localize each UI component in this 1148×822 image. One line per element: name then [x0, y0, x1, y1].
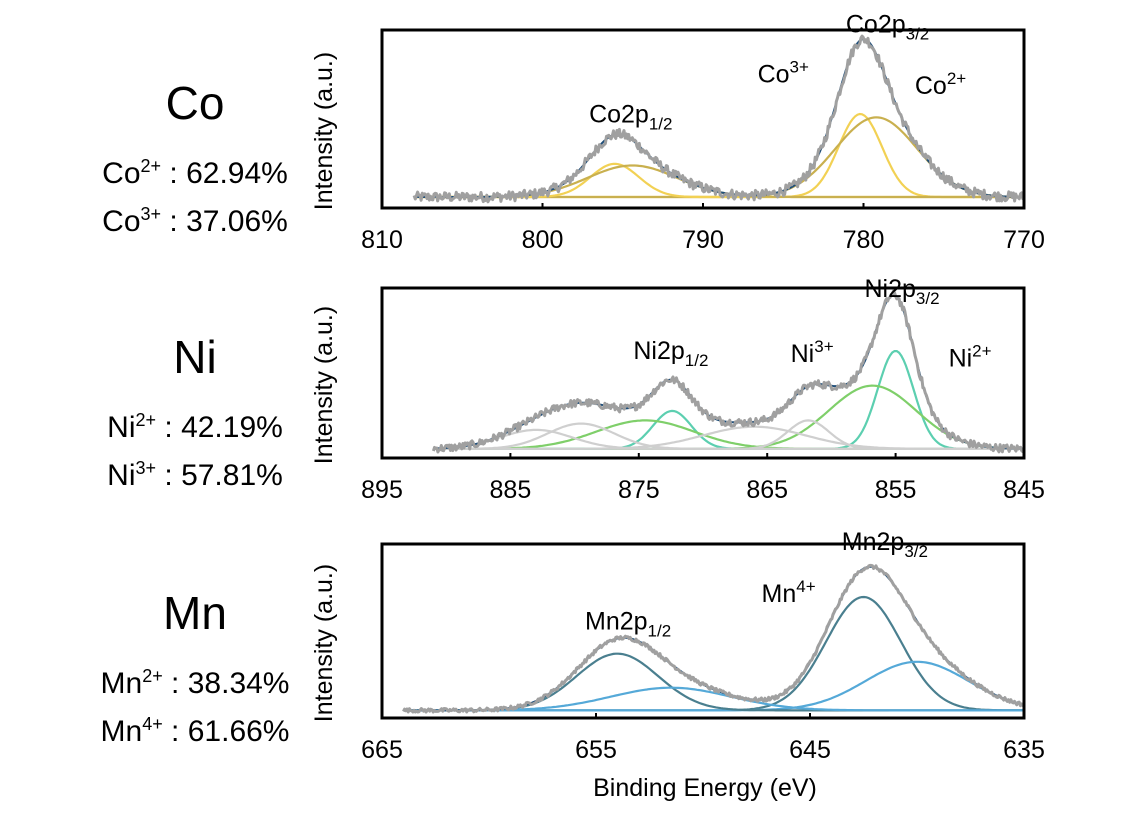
panel-co: 810 800 790 780 770 Intensity (a.u.) Co2p3/2 Co… [310, 11, 1045, 254]
y-axis-label: Intensity (a.u.) [310, 564, 338, 722]
ni3-percentage: Ni3+ : 57.81% [107, 458, 283, 492]
measured-spectrum [402, 563, 1025, 714]
peak-annotation: Co3+ [758, 57, 809, 88]
peak-annotation: Mn2p1/2 [585, 607, 671, 640]
plot-frame [380, 542, 1026, 720]
peak-annotation: Ni2p1/2 [633, 337, 708, 370]
fit-component-2 [414, 116, 1024, 199]
peak-annotation: Co2p3/2 [846, 11, 929, 44]
fit-component-3 [403, 652, 1024, 712]
peak-annotation: Mn2p3/2 [842, 528, 928, 561]
fit-component-1 [414, 112, 1024, 199]
fit-component-2 [403, 660, 1025, 712]
x-tick-label: 770 [1003, 226, 1045, 254]
x-tick-label: 645 [789, 736, 831, 764]
x-tick-label: 790 [682, 226, 724, 254]
peak-annotation: Ni3+ [791, 337, 834, 368]
x-axis-label: Binding Energy (eV) [593, 774, 817, 802]
measured-spectrum [431, 289, 1025, 454]
panel-ni: 895 885 875 865 855 845 Intensity (a.u.) Ni2p3/… [310, 275, 1045, 504]
x-tick-label: 845 [1003, 476, 1045, 504]
fit-envelope [414, 38, 1024, 198]
fit-component-8 [433, 428, 1024, 450]
x-tick-label: 635 [1003, 736, 1045, 764]
mn2-percentage: Mn2+ : 38.34% [100, 666, 290, 700]
co3-percentage: Co3+ : 37.06% [102, 204, 288, 238]
peak-annotation: Co2+ [915, 69, 966, 100]
co2-percentage: Co2+ : 62.94% [102, 156, 288, 190]
mn-composition: Mn Mn2+ : 38.34% Mn4+ : 61.66% [60, 590, 330, 752]
x-tick-label: 875 [618, 476, 660, 504]
x-tick-label: 810 [361, 226, 403, 254]
co-element-label: Co [165, 77, 225, 129]
x-tick-label: 865 [746, 476, 788, 504]
x-tick-label: 665 [361, 736, 403, 764]
y-axis-label: Intensity (a.u.) [310, 306, 338, 464]
measured-spectrum [412, 34, 1026, 204]
mn-element-label: Mn [163, 587, 227, 639]
x-tick-label: 655 [575, 736, 617, 764]
ni-composition: Ni Ni2+ : 42.19% Ni3+ : 57.81% [60, 334, 330, 496]
peak-annotation: Mn4+ [762, 577, 816, 608]
ni-element-label: Ni [173, 331, 217, 383]
x-tick-label: 780 [843, 226, 885, 254]
peak-annotation: Ni2+ [949, 342, 992, 373]
panel-mn: 665 655 645 635 Intensity (a.u.) Binding Ener… [310, 528, 1045, 802]
mn4-percentage: Mn4+ : 61.66% [100, 714, 290, 748]
peak-annotation: Co2p1/2 [589, 100, 672, 133]
co-composition: Co Co2+ : 62.94% Co3+ : 37.06% [60, 80, 330, 242]
x-tick-label: 800 [522, 226, 564, 254]
fit-component-6 [433, 425, 1024, 450]
x-tick-label: 885 [490, 476, 532, 504]
x-tick-label: 895 [361, 476, 403, 504]
x-tick-label: 855 [875, 476, 917, 504]
ni2-percentage: Ni2+ : 42.19% [107, 410, 283, 444]
peak-annotation: Ni2p3/2 [864, 275, 939, 308]
y-axis-label: Intensity (a.u.) [310, 52, 338, 210]
plot-frame [380, 28, 1026, 210]
fit-component-1 [433, 350, 1024, 450]
plot-frame [380, 286, 1026, 460]
